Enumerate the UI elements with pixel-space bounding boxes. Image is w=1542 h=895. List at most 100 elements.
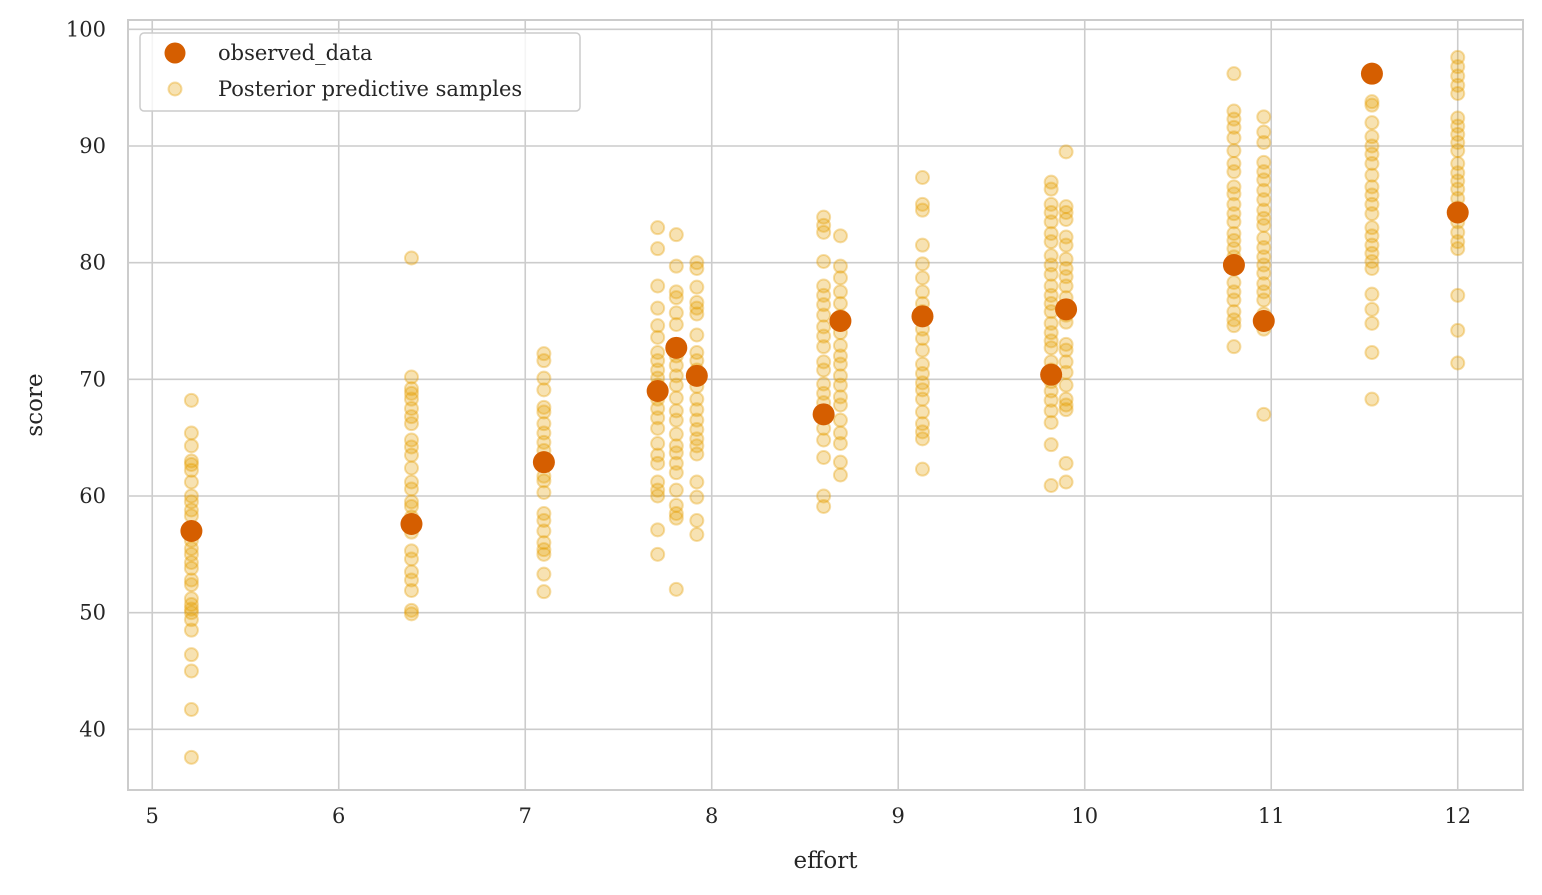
sample-point	[403, 460, 419, 476]
sample-point	[1226, 179, 1242, 195]
sample-point	[668, 455, 684, 471]
sample-point	[1226, 119, 1242, 135]
sample-point	[816, 209, 832, 225]
y-axis-label: score	[22, 373, 48, 436]
sample-point	[1256, 202, 1272, 218]
sample-point	[1043, 415, 1059, 430]
sample-point	[1226, 111, 1242, 127]
sample-point	[832, 377, 848, 393]
sample-point	[816, 287, 832, 303]
sample-point	[536, 425, 552, 441]
sample-point	[689, 261, 705, 276]
x-axis-label: effort	[793, 848, 858, 874]
observed-point	[1360, 62, 1383, 85]
x-tick-labels: 5 6 7 8 9 10 11 12	[146, 804, 1472, 828]
sample-point	[1226, 226, 1242, 241]
sample-point	[1256, 240, 1272, 255]
observed-point	[1446, 201, 1469, 224]
sample-point	[403, 391, 419, 407]
sample-point	[1226, 186, 1242, 202]
sample-point	[914, 331, 930, 346]
sample-point	[668, 482, 684, 498]
sample-point	[816, 450, 832, 465]
sample-point	[914, 170, 930, 185]
sample-point	[1226, 164, 1242, 180]
sample-point	[1256, 249, 1272, 265]
sample-point	[914, 366, 930, 381]
sample-point	[1256, 164, 1272, 180]
sample-point	[536, 523, 552, 539]
sample-point	[816, 362, 832, 378]
sample-point	[650, 447, 666, 463]
sample-point	[1364, 115, 1380, 131]
sample-point	[668, 290, 684, 306]
sample-point	[689, 255, 705, 271]
sample-point	[1043, 234, 1059, 250]
sample-point	[403, 572, 419, 588]
sample-point	[668, 227, 684, 243]
observed-point	[829, 310, 852, 332]
sample-point	[1450, 135, 1466, 150]
sample-point	[1043, 196, 1059, 212]
sample-point	[689, 431, 705, 447]
sample-point	[1364, 156, 1380, 171]
sample-point	[183, 502, 199, 518]
sample-point	[689, 294, 705, 310]
sample-point	[1058, 278, 1074, 294]
sample-point	[689, 306, 705, 322]
sample-point	[668, 465, 684, 481]
sample-point	[536, 473, 552, 489]
sample-point	[832, 296, 848, 311]
sample-point	[1043, 478, 1059, 493]
sample-point	[689, 489, 705, 505]
sample-point	[183, 453, 199, 469]
sample-point	[403, 602, 419, 618]
sample-point	[1226, 233, 1242, 248]
sample-point	[689, 446, 705, 462]
x-tick-label: 9	[892, 804, 905, 828]
sample-point	[1364, 315, 1380, 331]
sample-point	[668, 445, 684, 461]
sample-point	[1226, 143, 1242, 159]
sample-point	[1058, 261, 1074, 276]
sample-point	[1058, 391, 1074, 407]
sample-point	[1226, 196, 1242, 212]
sample-point	[1058, 205, 1074, 220]
sample-point	[914, 342, 930, 358]
sample-point	[1043, 181, 1059, 197]
sample-point	[1364, 187, 1380, 203]
sample-point	[403, 401, 419, 416]
sample-point	[536, 404, 552, 420]
sample-point	[668, 317, 684, 332]
sample-point	[536, 535, 552, 551]
sample-point	[403, 381, 419, 397]
sample-point	[536, 506, 552, 521]
sample-point	[816, 339, 832, 355]
sample-point	[1364, 179, 1380, 195]
sample-point	[1043, 403, 1059, 419]
sample-point	[816, 488, 832, 504]
sample-point	[650, 278, 666, 294]
sample-point	[183, 425, 199, 441]
sample-point	[914, 431, 930, 447]
sample-point	[816, 224, 832, 240]
sample-point	[1058, 144, 1074, 160]
sample-point	[668, 390, 684, 406]
sample-point	[1450, 355, 1466, 371]
sample-point	[1364, 206, 1380, 222]
sample-point	[1058, 269, 1074, 285]
sample-point	[1043, 174, 1059, 190]
sample-point	[689, 391, 705, 407]
sample-point	[536, 399, 552, 415]
sample-point	[1226, 312, 1242, 328]
sample-point	[668, 497, 684, 513]
observed-point	[1252, 310, 1275, 332]
sample-point	[816, 385, 832, 401]
sample-point	[832, 368, 848, 384]
sample-point	[1364, 138, 1380, 154]
observed-point	[911, 305, 934, 328]
sample-point	[816, 307, 832, 323]
sample-point	[1043, 325, 1059, 341]
sample-point	[1226, 284, 1242, 300]
sample-point	[403, 564, 419, 580]
